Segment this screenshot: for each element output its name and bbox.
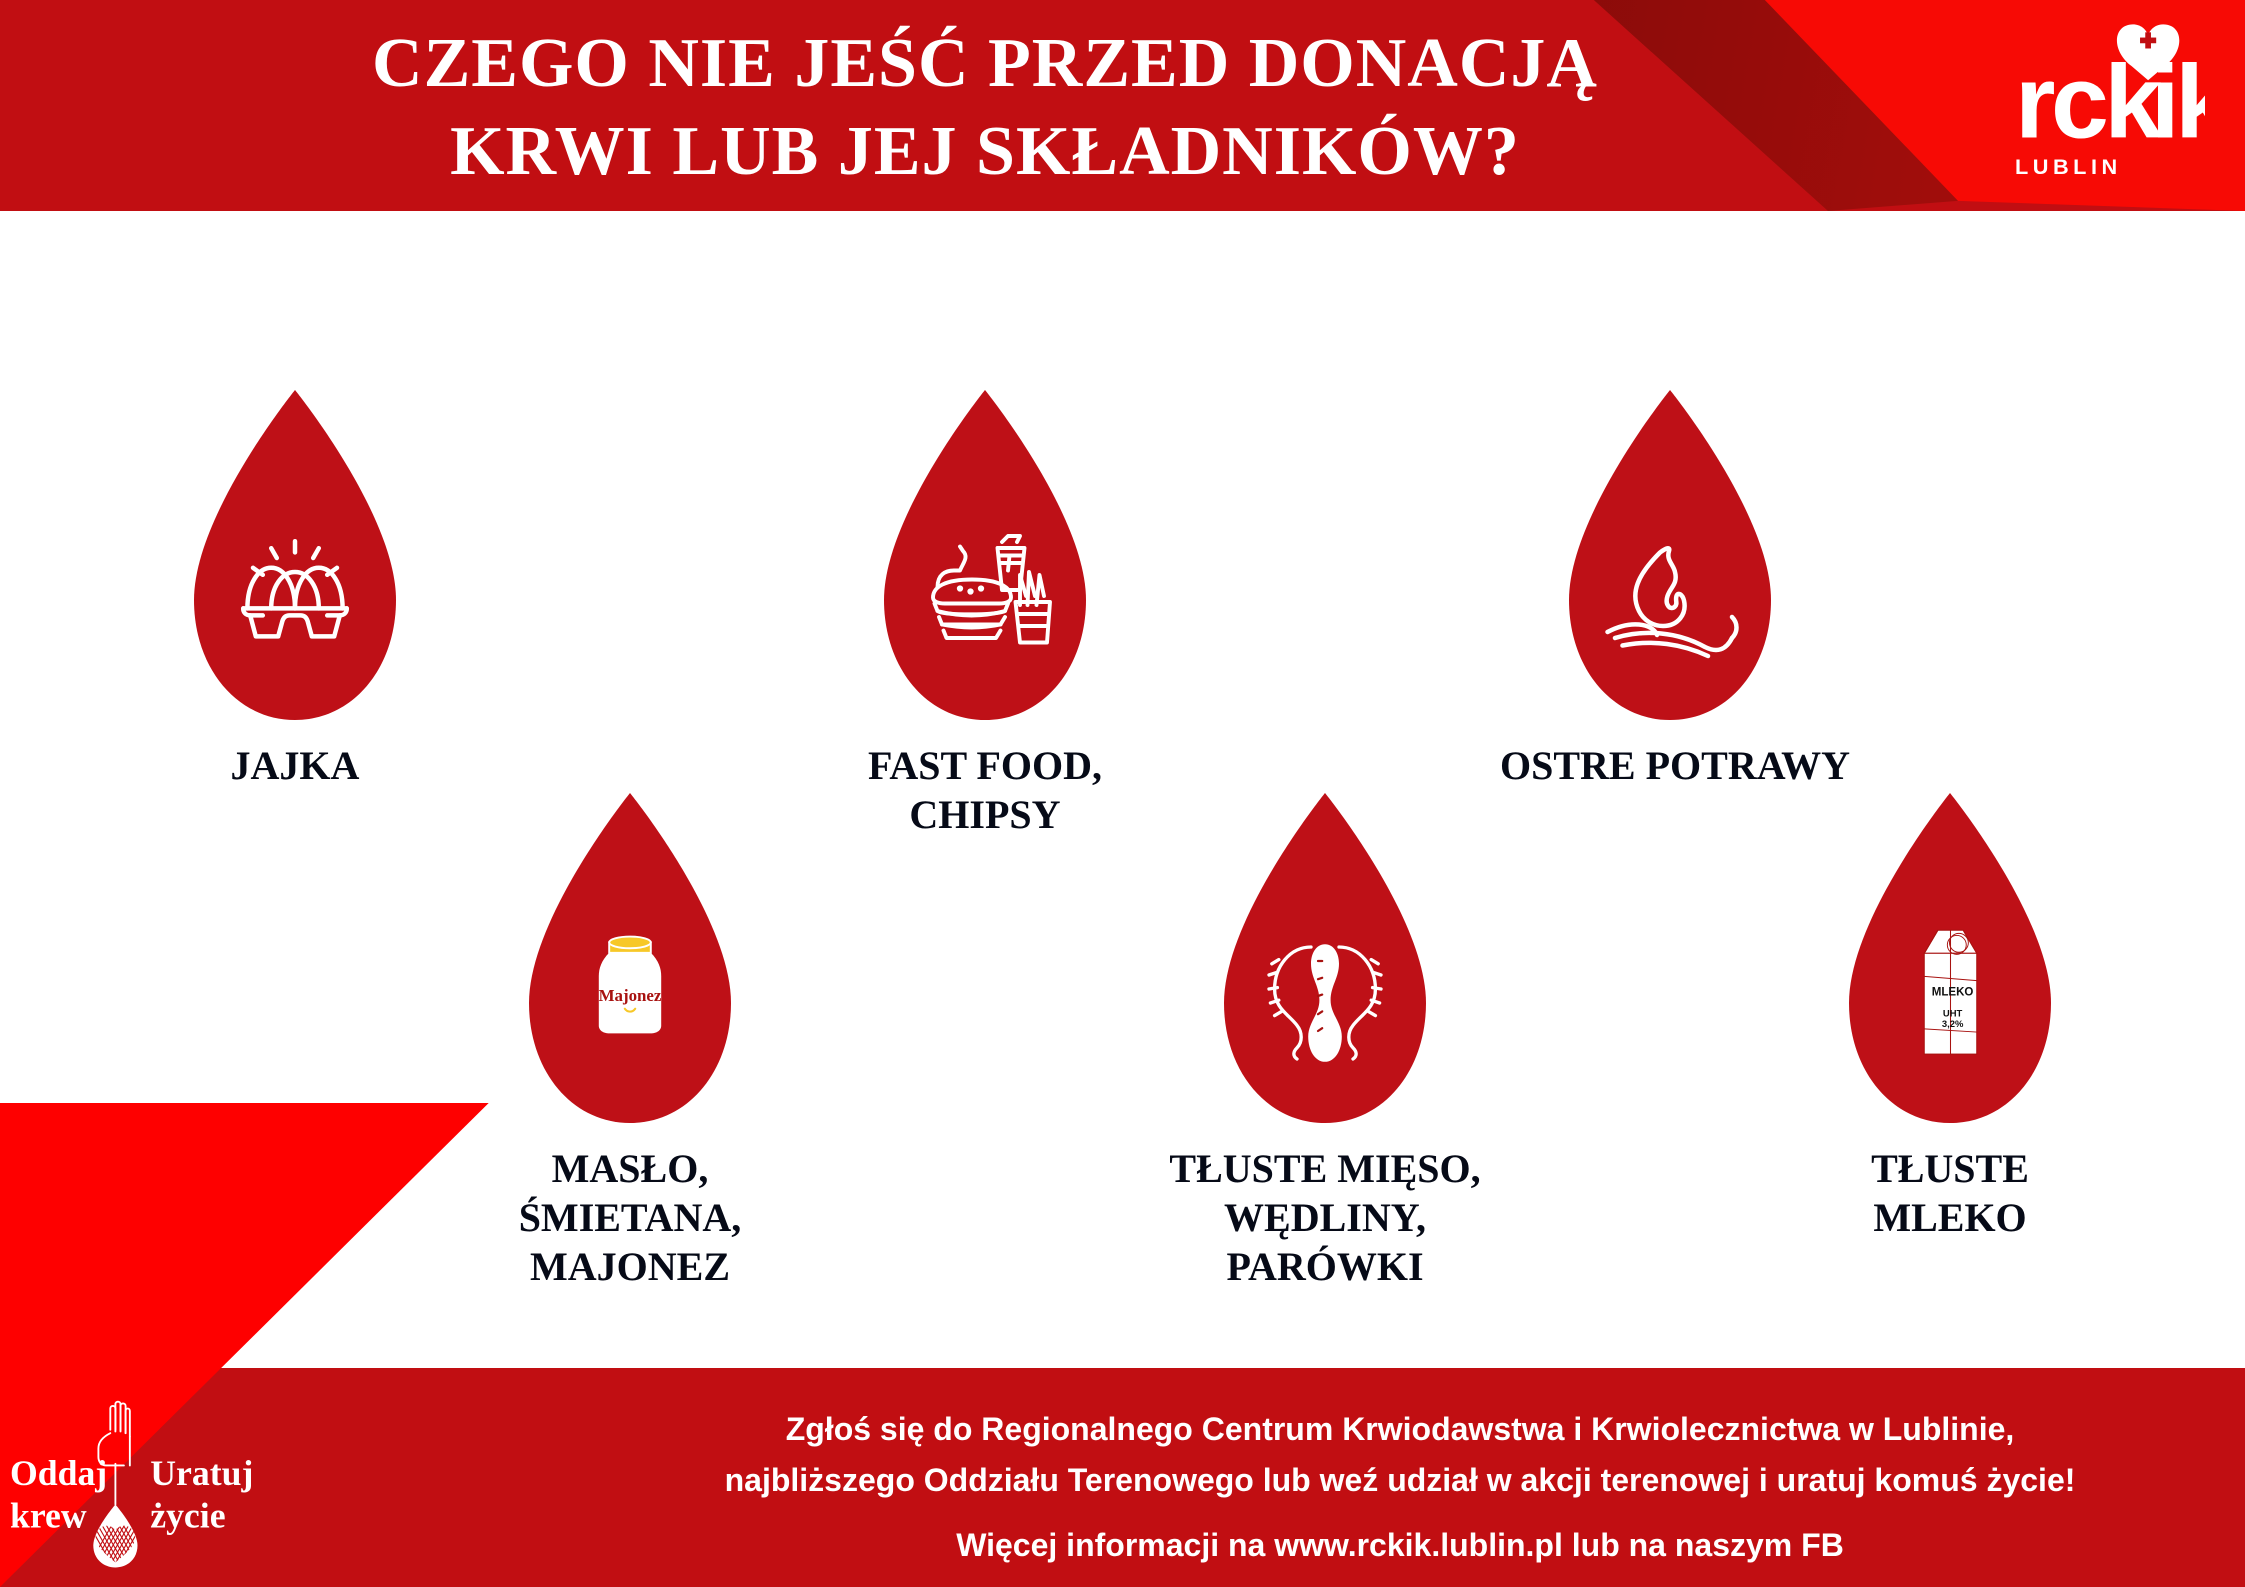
svg-text:UHT: UHT — [1942, 1008, 1962, 1019]
svg-text:krew: krew — [10, 1496, 87, 1536]
svg-text:LUBLIN: LUBLIN — [2015, 154, 2122, 179]
svg-text:Majonez: Majonez — [599, 986, 662, 1005]
svg-text:Oddaj: Oddaj — [10, 1453, 107, 1493]
svg-text:3,2%: 3,2% — [1941, 1019, 1963, 1030]
svg-text:życie: życie — [150, 1496, 225, 1536]
svg-text:Uratuj: Uratuj — [150, 1453, 253, 1493]
svg-text:MLEKO: MLEKO — [1931, 986, 1973, 998]
